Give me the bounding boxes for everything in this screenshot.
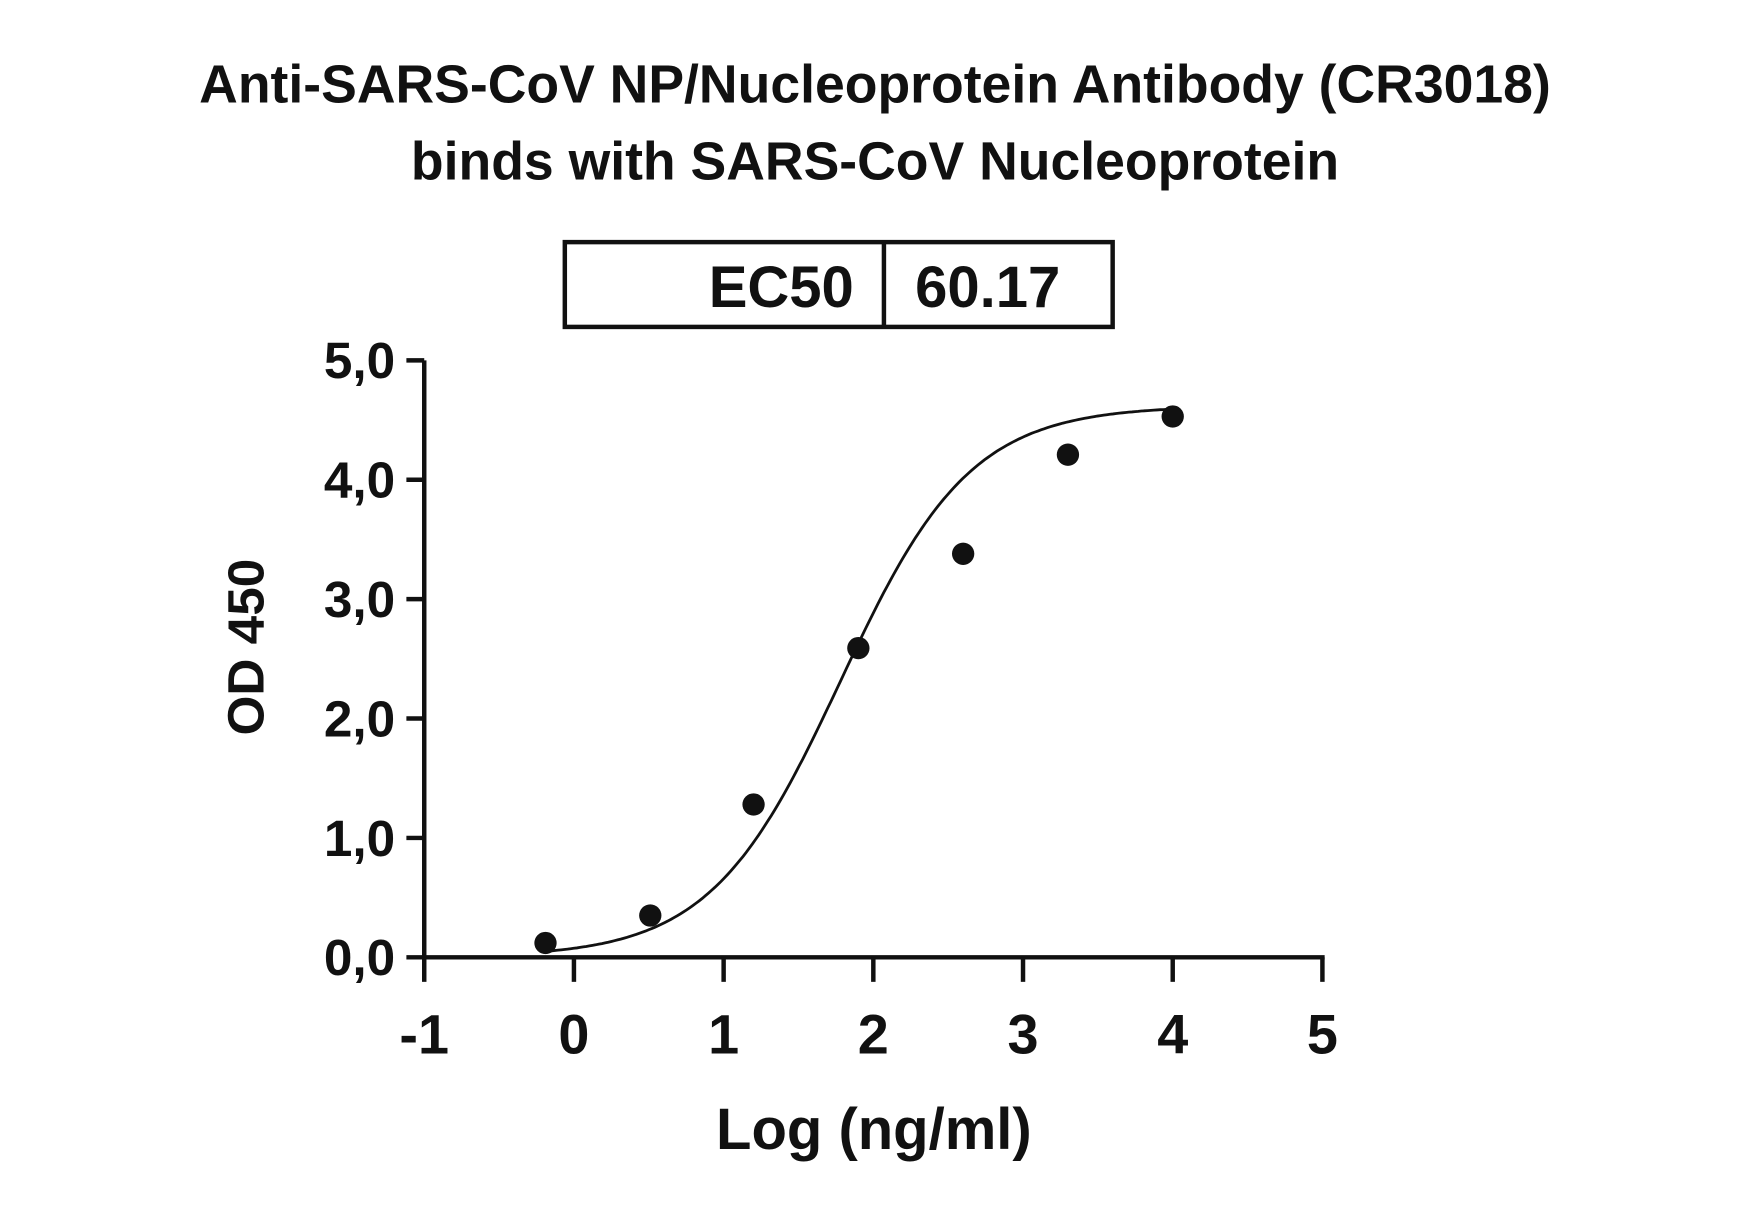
y-axis-label: OD 450 [218,559,275,736]
y-tick-label: 2,0 [324,690,395,747]
y-tick-label: 0,0 [324,929,395,986]
ec50-value: 60.17 [915,255,1060,320]
data-point [847,636,870,660]
axes: 0,0 1,0 2,0 3,0 4,0 5,0 -1 0 1 2 3 4 5 [324,332,1338,1065]
data-point [1056,443,1080,466]
y-tick-label: 4,0 [324,452,395,509]
x-tick-label: 5 [1307,1003,1338,1065]
data-point [951,542,975,565]
y-tick-label: 5,0 [324,332,395,389]
data-points [534,405,1184,955]
ec50-table: EC50 60.17 [562,239,1115,330]
y-tick-label: 3,0 [324,571,395,628]
chart-title: Anti-SARS-CoV NP/Nucleoprotein Antibody … [199,56,1551,115]
x-tick-label: 2 [858,1003,889,1065]
x-tick-label: 4 [1157,1003,1188,1065]
data-point [639,904,662,927]
x-tick-label: -1 [399,1003,449,1065]
ec50-table-border [562,239,1115,330]
x-tick-label: 3 [1008,1003,1039,1065]
y-tick-label: 1,0 [324,810,395,867]
data-point [742,793,765,816]
x-tick-label: 1 [708,1003,739,1065]
fit-curve [545,407,1173,953]
data-point [1161,405,1184,428]
chart-subtitle: binds with SARS-CoV Nucleoprotein [411,133,1339,192]
x-axis-label: Log (ng/ml) [716,1097,1032,1162]
x-tick-label: 0 [558,1003,589,1065]
ec50-label: EC50 [709,255,854,320]
data-point [534,931,557,955]
